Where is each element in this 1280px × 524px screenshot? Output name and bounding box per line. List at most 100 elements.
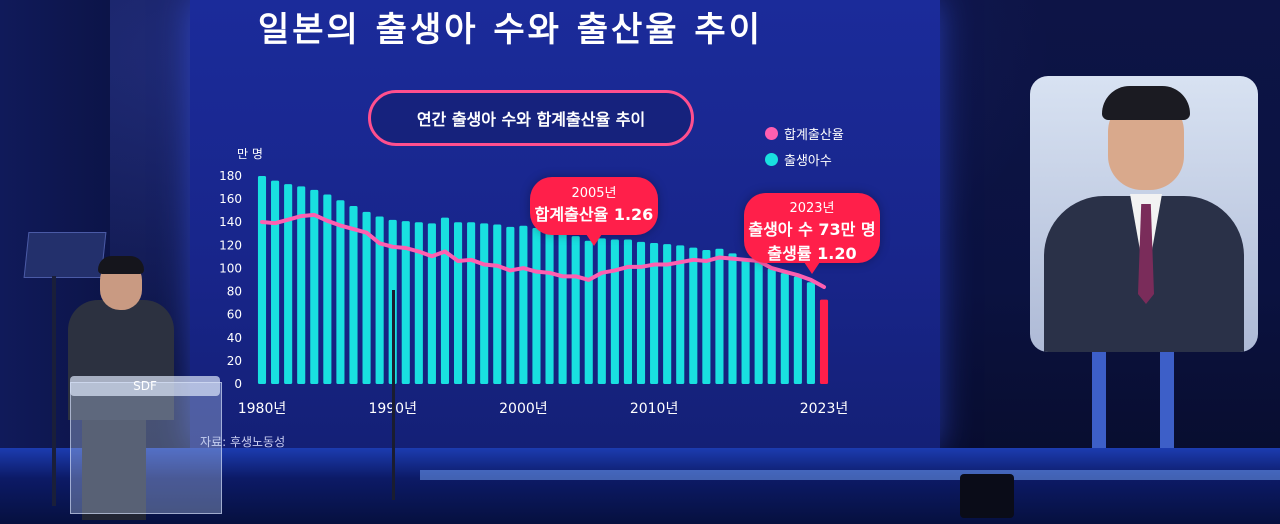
births-bar (310, 189, 319, 384)
fertility-rate-point (391, 245, 395, 249)
fertility-rate-point (325, 219, 329, 223)
fertility-rate-point (351, 227, 356, 231)
fertility-rate-point (534, 270, 539, 274)
fertility-rate-point (417, 249, 421, 254)
births-bar (676, 245, 685, 384)
speaker-body (68, 300, 174, 420)
fertility-rate-point (430, 254, 434, 258)
podium (70, 382, 222, 514)
slide-title: 일본의 출생아 수와 출산율 추이 (258, 10, 763, 50)
fertility-rate-point (404, 246, 408, 250)
y-tick-label: 80 (227, 285, 242, 299)
fertility-rate-point (495, 264, 499, 268)
births-bar (427, 223, 436, 384)
monitor-stand (52, 276, 56, 506)
births-bar (806, 282, 815, 384)
fertility-rate-point (587, 278, 591, 282)
fertility-rate-point (482, 262, 486, 267)
y-tick-label: 100 (219, 261, 242, 275)
y-tick-label: 120 (219, 238, 242, 252)
births-bar (728, 253, 737, 384)
births-bar (754, 261, 763, 384)
presenter-hair (1102, 86, 1190, 120)
births-bar (663, 244, 672, 384)
births-bar (336, 200, 345, 384)
y-tick-label: 40 (227, 331, 242, 345)
births-bar (519, 225, 528, 384)
fertility-rate-point (717, 255, 722, 260)
births-bar (610, 239, 619, 384)
births-bar (819, 299, 829, 384)
y-tick-label: 160 (219, 192, 242, 206)
births-bar (257, 176, 267, 384)
births-bar (375, 216, 384, 384)
fertility-rate-point (547, 271, 552, 275)
fertility-rate-point (508, 268, 512, 273)
stage-light-strip (420, 470, 1280, 480)
fertility-rate-point (652, 262, 656, 267)
fertility-rate-point (743, 258, 748, 262)
births-bar (545, 231, 554, 384)
births-bar (741, 259, 750, 384)
stage-pillar (1160, 352, 1174, 448)
chart-legend: 합계출산율 출생아수 (765, 120, 844, 172)
fertility-rate-point (574, 274, 578, 278)
podium-logo: SDF (70, 376, 220, 396)
fertility-rate-point (260, 220, 264, 224)
mic-stand (392, 290, 395, 500)
fertility-rate-point (613, 268, 617, 273)
fertility-rate-point (600, 271, 604, 275)
fertility-rate-point (665, 262, 669, 267)
y-tick-label: 180 (219, 169, 242, 183)
y-axis-unit-label: 만 명 (237, 147, 263, 161)
fertility-rate-point (678, 260, 682, 264)
fertility-rate-point (770, 266, 774, 270)
births-bar (597, 238, 606, 384)
y-tick-label: 20 (227, 354, 242, 368)
chart-subtitle: 연간 출생아 수와 합계출산율 추이 (368, 90, 694, 146)
fertility-rate-point (809, 278, 813, 282)
legend-swatch-births (765, 152, 778, 166)
y-tick-label: 60 (227, 308, 242, 322)
stage-pillar (1092, 352, 1106, 448)
births-bar (767, 268, 776, 384)
stage-speaker (960, 474, 1014, 518)
births-bar (715, 248, 724, 384)
fertility-rate-point (286, 218, 290, 222)
fertility-rate-point (626, 265, 630, 269)
fertility-rate-point (561, 274, 565, 278)
fertility-rate-point (783, 270, 787, 274)
callout-2023-births: 출생아 수 73만 명 (748, 220, 876, 239)
fertility-rate-point (364, 231, 369, 235)
x-tick-label: 2010년 (630, 401, 679, 417)
fertility-rate-point (338, 223, 343, 228)
fertility-rate-point (378, 241, 382, 245)
legend-item-fertility-rate: 합계출산율 (765, 120, 844, 146)
confidence-monitor (23, 232, 107, 278)
x-tick-label: 2023년 (800, 401, 849, 417)
births-bar (362, 211, 371, 384)
presenter-tie (1138, 204, 1154, 304)
births-bar (584, 240, 593, 384)
y-tick-label: 0 (234, 377, 242, 391)
births-bar (271, 180, 280, 384)
fertility-rate-point (299, 214, 303, 218)
births-bar (780, 273, 789, 384)
speaker-legs (82, 420, 146, 520)
births-bar (349, 206, 358, 384)
fertility-rate-point (469, 258, 473, 262)
births-bar (636, 241, 646, 384)
fertility-rate-point (822, 285, 826, 289)
legend-swatch-fertility-rate (765, 126, 778, 140)
fertility-rate-point (691, 258, 695, 262)
legend-item-births: 출생아수 (765, 146, 844, 172)
callout-2005-text: 합계출산율 1.26 (534, 205, 654, 224)
births-bar (689, 247, 698, 384)
births-bar (650, 243, 659, 384)
births-bar (467, 222, 476, 384)
presenter-video-screen (1030, 76, 1258, 352)
births-bar (793, 276, 802, 384)
births-bar (297, 186, 306, 384)
fertility-rate-point (312, 213, 316, 217)
